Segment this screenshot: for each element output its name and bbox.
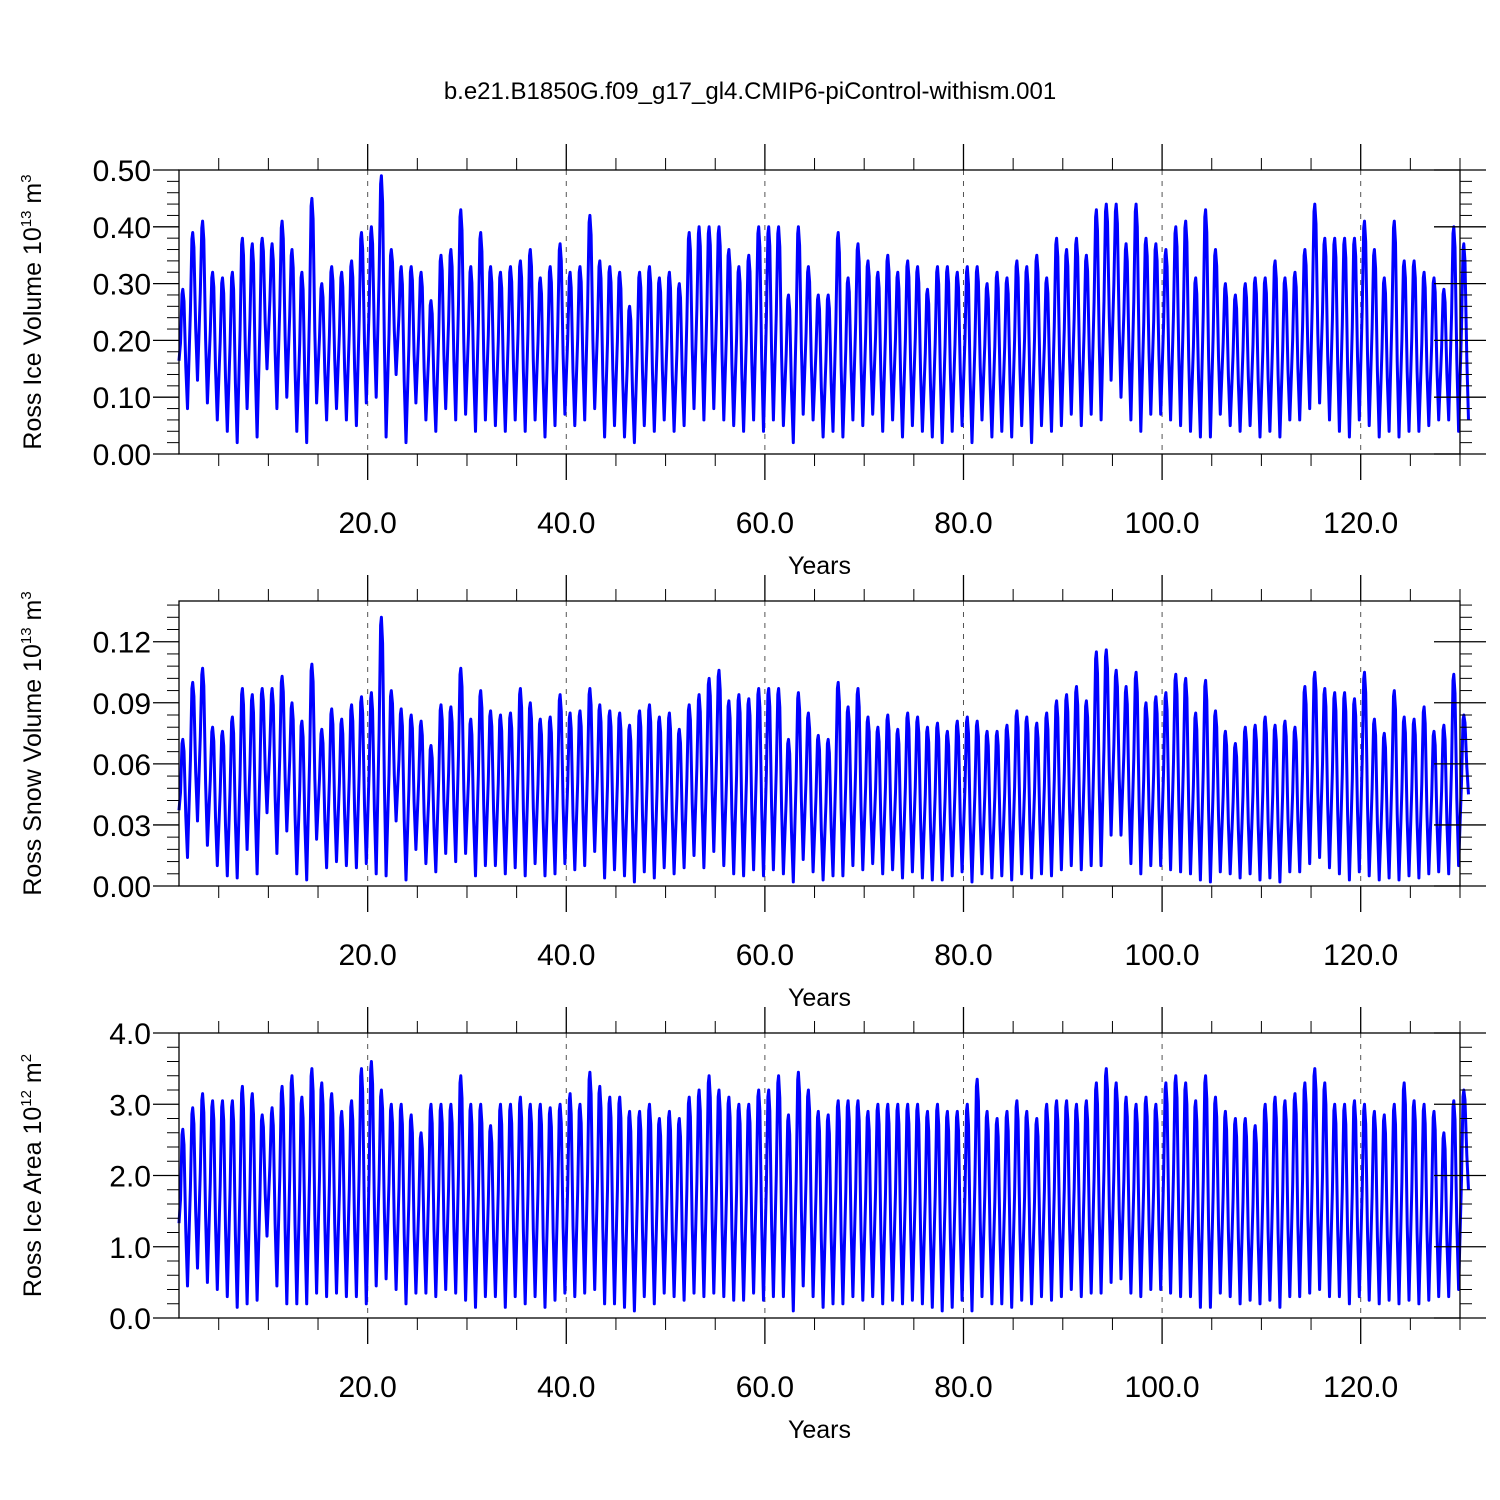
series-line (177, 615, 1470, 884)
y-axis-title-unit-exp: 3 (18, 174, 35, 182)
x-tick-label: 60.0 (736, 507, 794, 540)
y-axis-title-unit: m (19, 600, 47, 628)
y-axis-title-main: Ross Ice Area 10 (19, 1107, 47, 1297)
y-axis-title: Ross Snow Volume 1013 m3 (18, 591, 47, 895)
y-axis-title-exp: 12 (18, 1090, 35, 1107)
y-axis-title-exp: 13 (18, 211, 35, 228)
panel-ross-ice-area: 0.0 1.0 2.0 3.0 4.0 20.0 40.0 60.0 80.0 100.0 120.… (18, 1007, 1486, 1444)
y-tick-label: 0.10 (93, 382, 151, 415)
x-tick-label: 60.0 (736, 939, 794, 972)
y-tick-label: 0.03 (93, 810, 151, 843)
x-tick-label: 40.0 (537, 507, 595, 540)
y-tick-label: 0.09 (93, 688, 151, 721)
x-tick-label: 120.0 (1323, 507, 1398, 540)
x-tick-label: 40.0 (537, 1371, 595, 1404)
x-tick-label: 60.0 (736, 1371, 794, 1404)
x-axis-title: Years (788, 1416, 851, 1444)
y-tick-label: 1.0 (109, 1232, 151, 1265)
series-line (177, 1060, 1470, 1313)
x-tick-label: 20.0 (338, 507, 396, 540)
x-tick-label: 80.0 (934, 507, 992, 540)
y-axis-title-unit-exp: 3 (18, 591, 35, 599)
x-tick-label: 80.0 (934, 939, 992, 972)
x-axis-title: Years (788, 552, 851, 580)
y-tick-label: 0.12 (93, 627, 151, 660)
y-axis-title-unit: m (19, 1062, 47, 1090)
x-tick-label: 40.0 (537, 939, 595, 972)
plot-frame (178, 169, 1461, 455)
series-line (177, 174, 1470, 445)
y-tick-label: 0.20 (93, 325, 151, 358)
x-axis-title: Years (788, 984, 851, 1012)
plot-frame (178, 600, 1461, 887)
x-tick-label: 120.0 (1323, 1371, 1398, 1404)
x-tick-label: 20.0 (338, 939, 396, 972)
y-tick-label: 0.00 (93, 439, 151, 472)
x-tick-label: 100.0 (1125, 1371, 1200, 1404)
y-tick-label: 0.50 (93, 155, 151, 188)
y-axis-title: Ross Ice Volume 1013 m3 (18, 174, 47, 449)
y-tick-label: 0.30 (93, 269, 151, 302)
y-axis-title-main: Ross Snow Volume 10 (19, 644, 47, 896)
y-tick-label: 2.0 (109, 1161, 151, 1194)
x-tick-label: 20.0 (338, 1371, 396, 1404)
y-axis-title: Ross Ice Area 1012 m2 (18, 1054, 47, 1297)
y-tick-label: 0.40 (93, 212, 151, 245)
x-tick-label: 100.0 (1125, 939, 1200, 972)
panel-ross-snow-volume: 0.00 0.03 0.06 0.09 0.12 20.0 40.0 60.0 80.0 100.… (18, 575, 1486, 1012)
y-axis-title-exp: 13 (18, 627, 35, 644)
y-axis-title-unit: m (19, 183, 47, 211)
figure-title: b.e21.B1850G.f09_g17_gl4.CMIP6-piControl… (443, 78, 1057, 105)
x-tick-label: 100.0 (1125, 507, 1200, 540)
y-axis-title-main: Ross Ice Volume 10 (19, 227, 47, 449)
y-axis-title-unit-exp: 2 (18, 1054, 35, 1062)
y-tick-label: 0.00 (93, 871, 151, 904)
panel-ross-ice-volume: 0.00 0.10 0.20 0.30 0.40 0.50 20.0 40.0 60.0 80.0… (18, 144, 1486, 580)
y-tick-label: 0.0 (109, 1303, 151, 1336)
x-tick-label: 120.0 (1323, 939, 1398, 972)
x-tick-label: 80.0 (934, 1371, 992, 1404)
y-tick-label: 0.06 (93, 749, 151, 782)
y-tick-label: 4.0 (109, 1018, 151, 1051)
y-tick-label: 3.0 (109, 1089, 151, 1122)
